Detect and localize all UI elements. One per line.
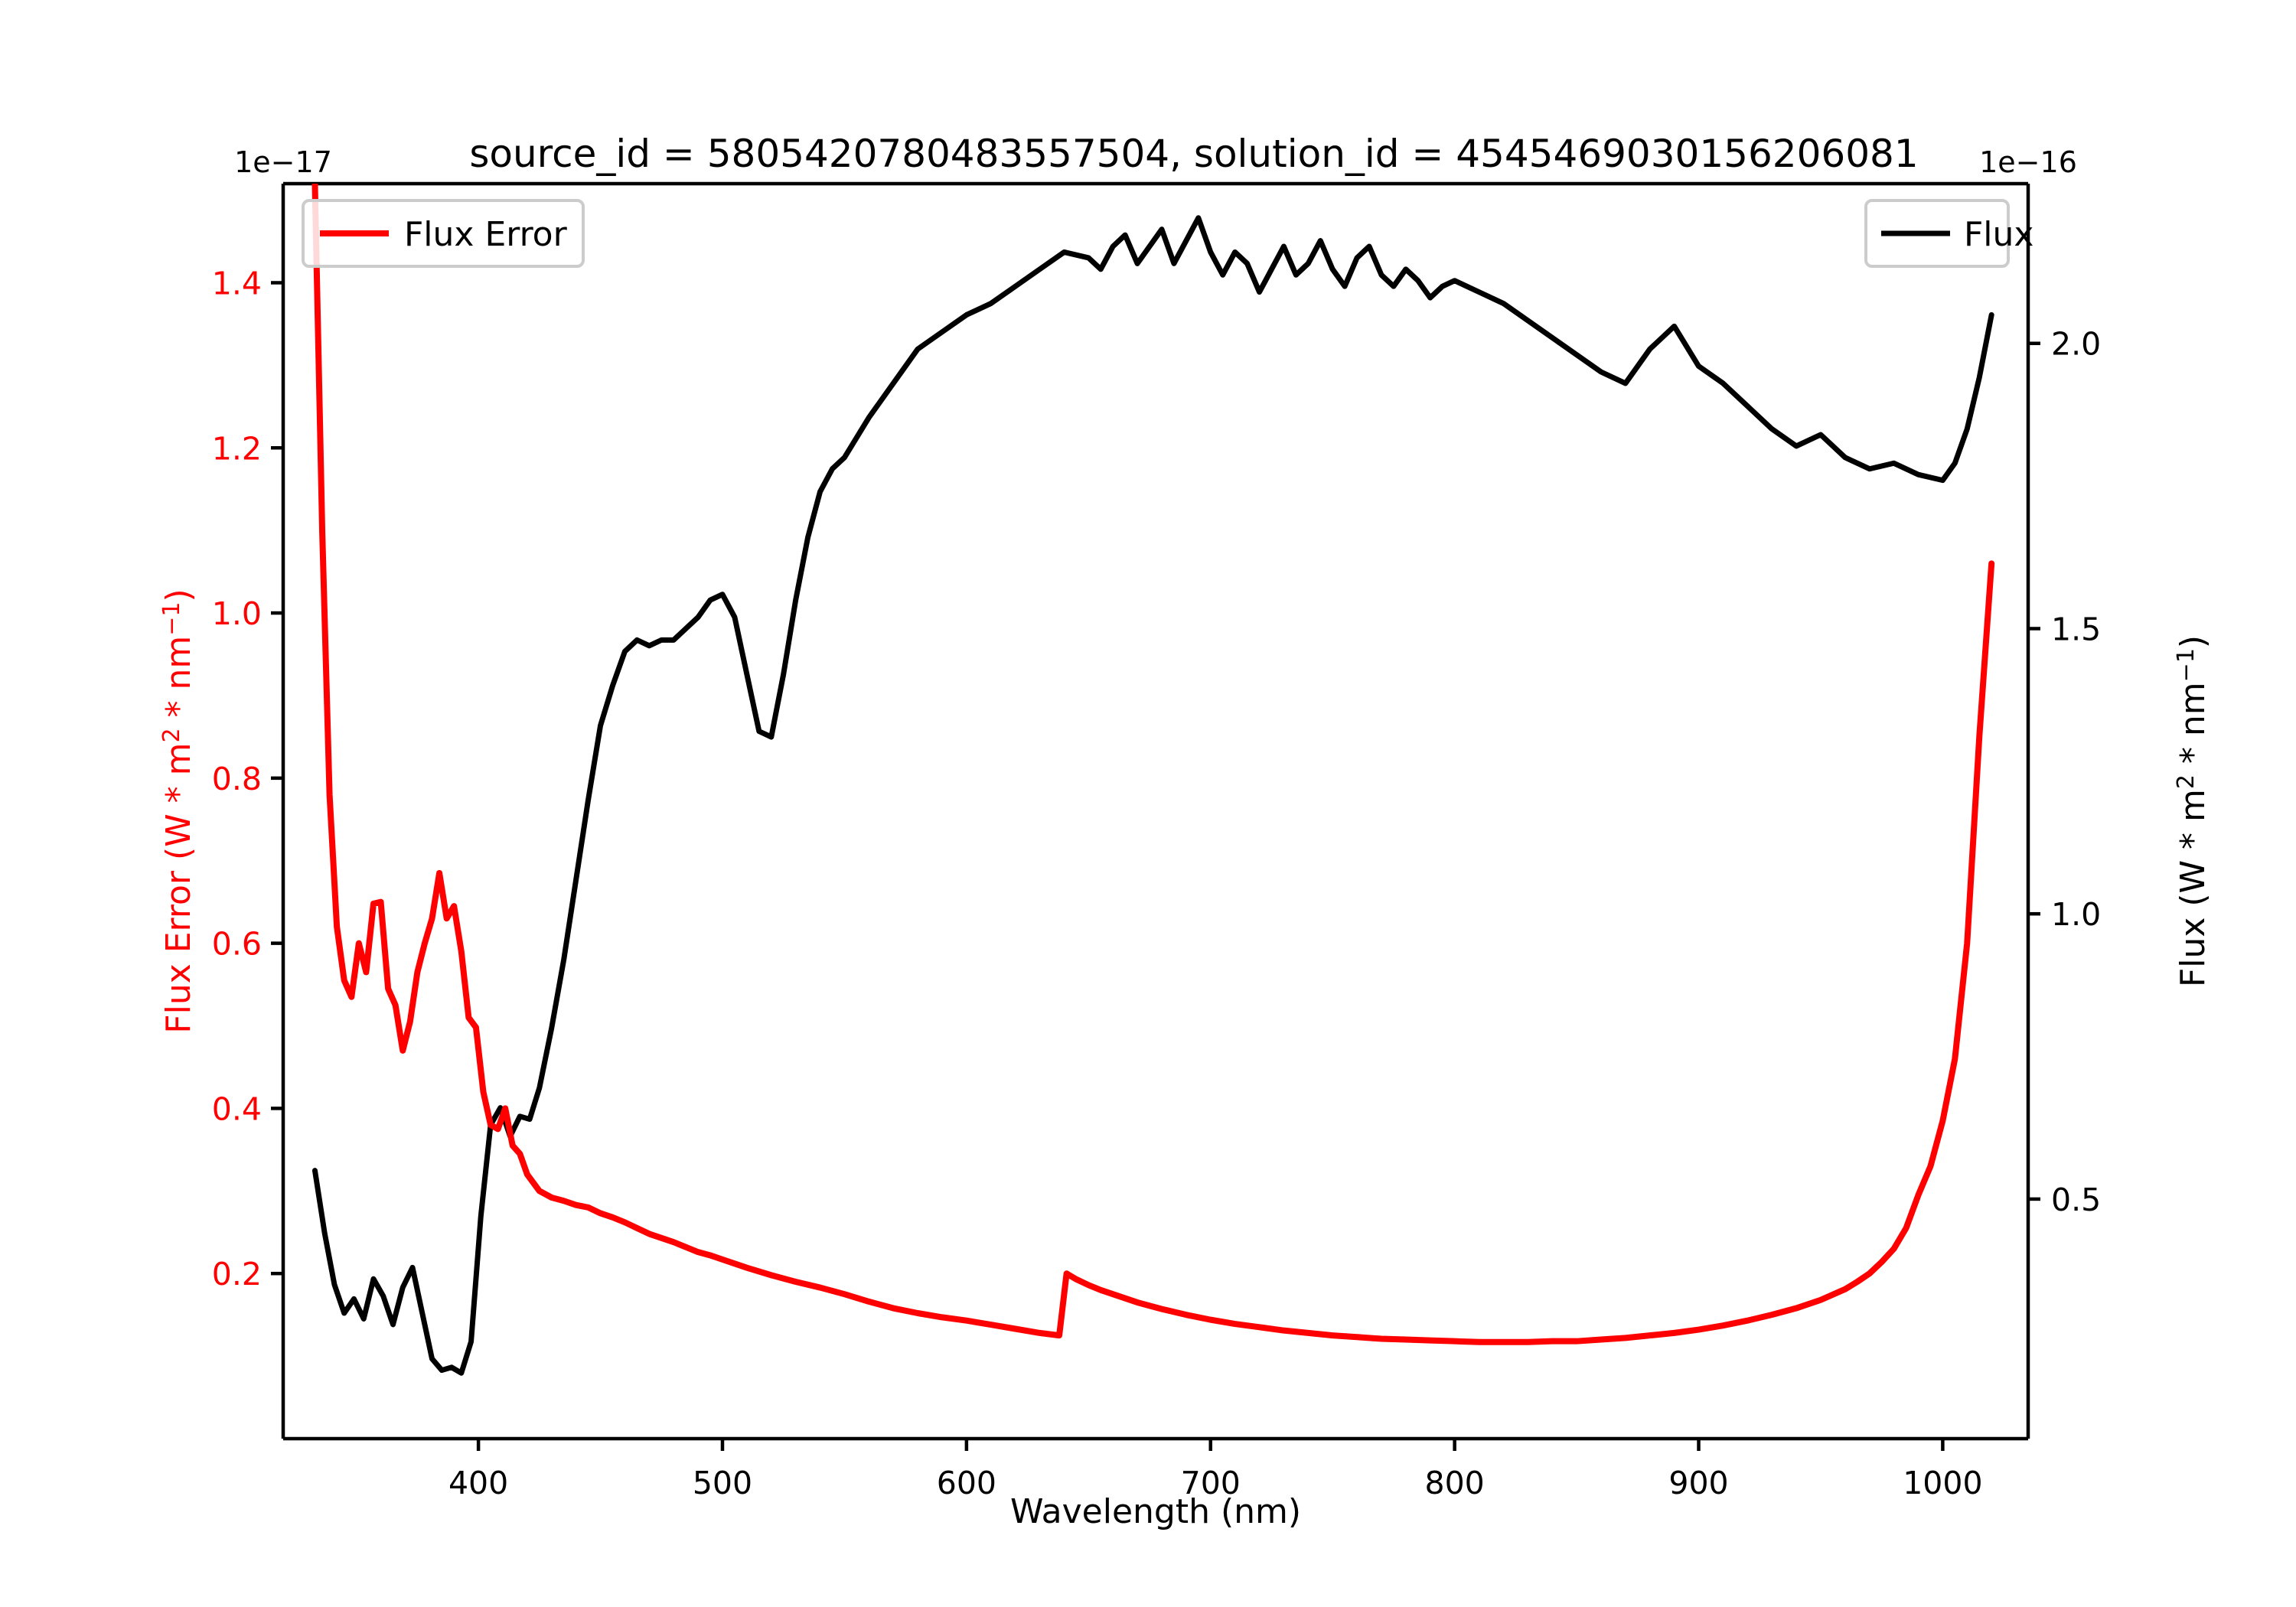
y-right-offset-text: 1e−16 [1979, 145, 2077, 179]
flux-line [311, 215, 1994, 1376]
y-right-label-mid: * nm [2174, 682, 2213, 774]
flux-error-legend[interactable]: Flux Error [302, 199, 585, 268]
plot-area-background [283, 184, 2028, 1439]
x-tick-group: 400 500 600 700 800 900 1000 [448, 1439, 1983, 1501]
y-right-tick-label: 1.0 [2051, 896, 2101, 933]
y-left-offset-text: 1e−17 [234, 145, 332, 179]
flux-error-legend-label: Flux Error [404, 215, 568, 254]
page-title: source_id = 5805420780483557504, solutio… [469, 132, 1918, 176]
y-left-tick-label: 1.2 [212, 430, 262, 467]
x-tick-label: 900 [1668, 1465, 1728, 1501]
y-right-label-sup-2: 2 [2173, 774, 2200, 789]
y-right-label-main: Flux (W * m [2174, 789, 2213, 987]
y-right-label-sup-minus1: −1 [2173, 648, 2200, 682]
y-left-label-main: Flux Error (W * m [159, 743, 198, 1034]
x-tick-label: 800 [1424, 1465, 1484, 1501]
y-left-tick-label: 0.6 [212, 926, 262, 963]
y-left-tick-label: 0.8 [212, 761, 262, 797]
y-left-tick-label: 1.0 [212, 595, 262, 632]
x-tick-label: 500 [693, 1465, 752, 1501]
y-right-label-end: ) [2174, 635, 2213, 648]
y-left-label-sup-2: 2 [158, 728, 185, 742]
x-tick-label: 1000 [1903, 1465, 1982, 1501]
flux-error-legend-box [302, 199, 585, 268]
y-right-tick-label: 2.0 [2051, 326, 2101, 363]
y-left-tick-label: 0.2 [212, 1256, 262, 1292]
y-left-tick-group: 0.2 0.4 0.6 0.8 1.0 1.2 1.4 [212, 265, 283, 1292]
flux-legend[interactable]: Flux [1864, 199, 2033, 268]
x-axis-label: Wavelength (nm) [1010, 1492, 1301, 1531]
flux-legend-label: Flux [1964, 215, 2033, 254]
y-right-tick-label: 1.5 [2051, 611, 2101, 647]
x-tick-label: 600 [937, 1465, 996, 1501]
y-left-label-mid: * nm [159, 636, 198, 729]
y-right-axis-label: Flux (W * m2 * nm−1) [2173, 635, 2213, 987]
flux-error-line [311, 184, 1995, 1345]
y-left-label-sup-minus1: −1 [158, 601, 185, 635]
x-tick-label: 400 [448, 1465, 508, 1501]
y-right-tick-group: 0.5 1.0 1.5 2.0 [2028, 326, 2101, 1218]
y-left-label-end: ) [159, 588, 198, 601]
x-tick-label: 700 [1181, 1465, 1241, 1501]
y-left-axis-label: Flux Error (W * m2 * nm−1) [158, 588, 198, 1033]
data-curves [311, 184, 1995, 1376]
y-right-tick-label: 0.5 [2051, 1182, 2101, 1218]
axis-spines [281, 181, 2030, 1441]
y-left-tick-label: 0.4 [212, 1090, 262, 1127]
y-left-tick-label: 1.4 [212, 265, 262, 302]
